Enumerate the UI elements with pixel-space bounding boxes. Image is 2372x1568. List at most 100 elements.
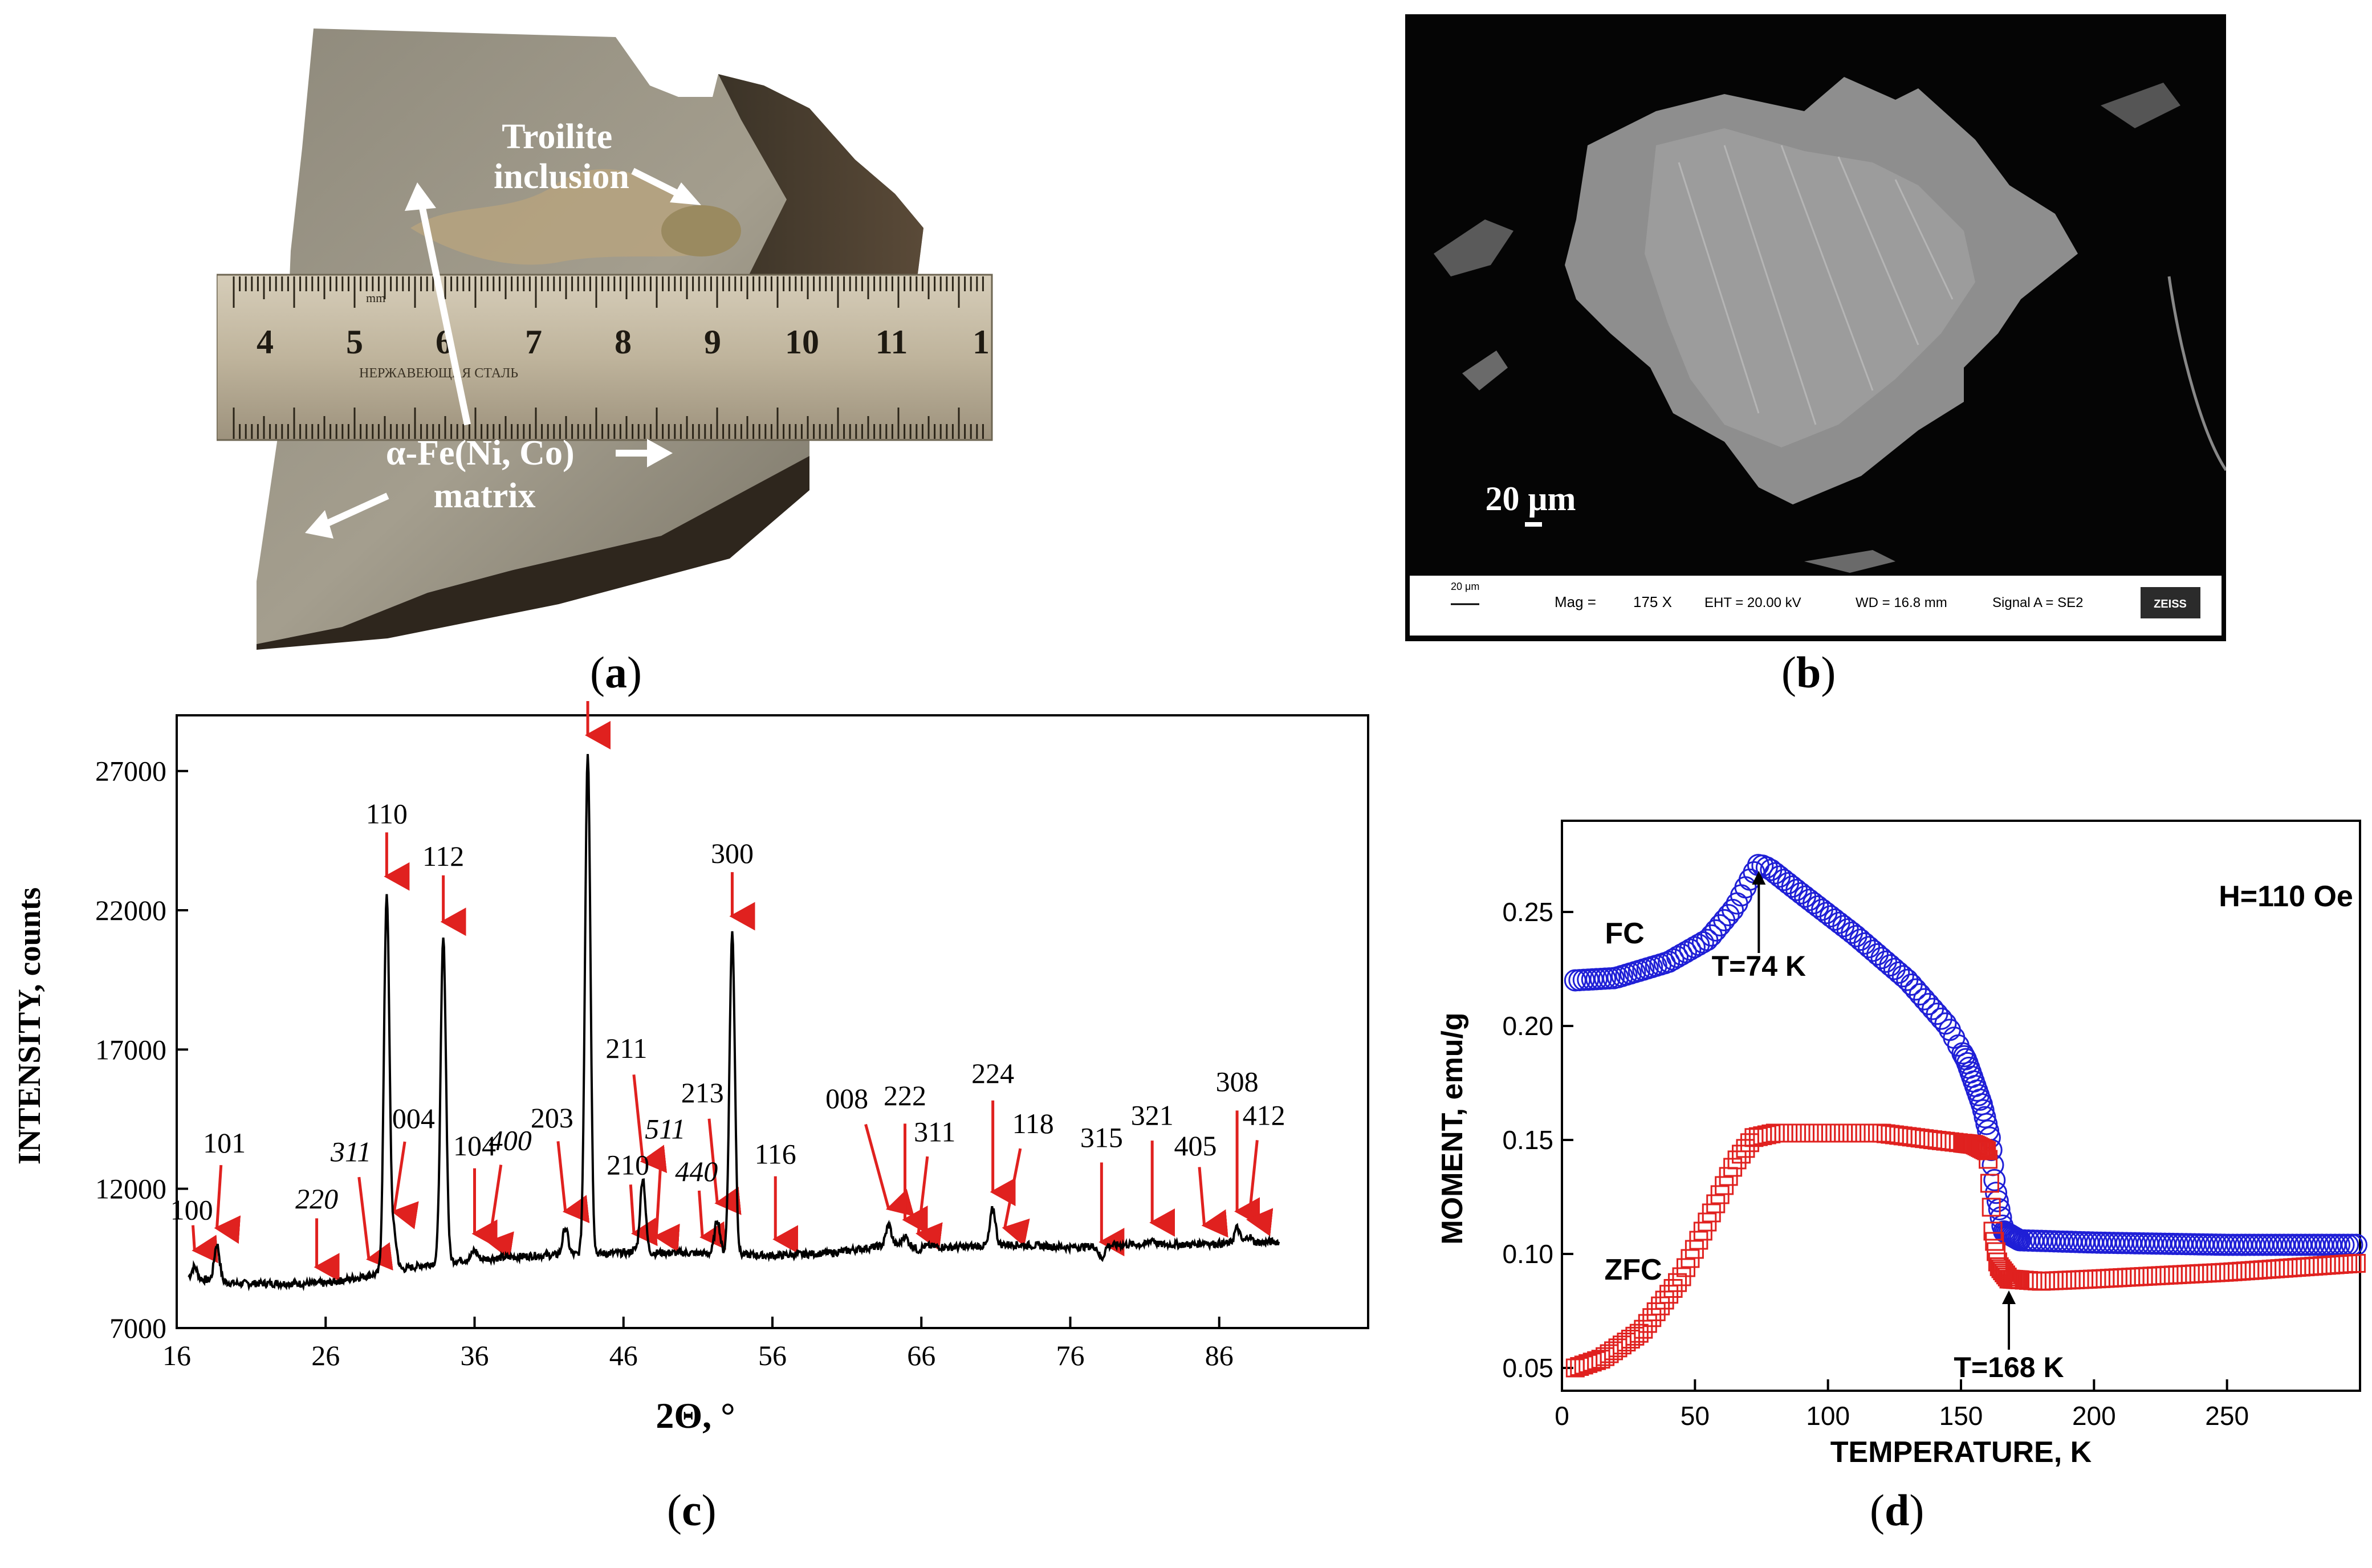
zeiss-logo (2141, 587, 2200, 618)
caption-c-close: ) (701, 1485, 717, 1535)
xrd-peak-label: 300 (711, 837, 754, 869)
panel-d: 0 50 100 150 200 250 0.05 0.10 0.15 0.20 0.25 T=74… (1414, 798, 2372, 1510)
moment-y-axis-label: MOMENT, emu/g (1436, 1012, 1469, 1244)
xrd-y-tick-label: 27000 (95, 755, 166, 787)
matrix-label-line2: matrix (433, 476, 535, 515)
ruler-number: 4 (257, 323, 274, 361)
xrd-peak-arrow (1246, 1140, 1274, 1237)
xrd-y-tick-label: 22000 (95, 894, 166, 926)
caption-d: (d) (1870, 1485, 1924, 1536)
moment-x-tick-label: 50 (1681, 1401, 1710, 1431)
xrd-y-tick-label: 7000 (109, 1312, 166, 1344)
moment-x-tick-label: 250 (2205, 1401, 2249, 1431)
xrd-x-tick-label: 46 (609, 1339, 638, 1371)
moment-x-tick-label: 150 (1939, 1401, 1983, 1431)
fc-point (1849, 928, 1872, 951)
sem-infobar-eht: EHT = 20.00 kV (1704, 595, 1801, 610)
xrd-peak-arrow (1198, 1167, 1228, 1238)
caption-a: (a) (590, 647, 642, 698)
xrd-peak-label: 405 (1174, 1130, 1216, 1162)
xrd-peak-label: 308 (1216, 1066, 1259, 1098)
xrd-peak-arrow (632, 1074, 668, 1174)
fc-point (1862, 939, 1885, 962)
sem-infobar-mag: Mag = (1555, 593, 1596, 610)
fc-point (1691, 931, 1714, 954)
zfc-point (1979, 1150, 1998, 1169)
xrd-x-tick-label: 76 (1056, 1339, 1085, 1371)
ruler-number: 11 (876, 323, 908, 361)
xrd-peak-label: 112 (422, 840, 464, 872)
ruler-engraving: НЕРЖАВЕЮЩАЯ СТАЛЬ (359, 366, 518, 381)
xrd-peak-label: 116 (755, 1138, 796, 1170)
sem-infobar-signal: Signal A = SE2 (1992, 595, 2083, 610)
troilite-arrow (631, 168, 701, 205)
fc-point (1874, 950, 1897, 973)
matrix-arrows (305, 182, 673, 539)
sem-scale-label: 20 μm (1486, 480, 1576, 518)
ruler-number: 10 (785, 323, 819, 361)
xrd-peak-label: 311 (330, 1135, 371, 1167)
xrd-x-tick-label: 66 (907, 1339, 935, 1371)
matrix-label-line1: α-Fe(Ni, Co) (386, 434, 575, 473)
xrd-peak-arrow (629, 1184, 658, 1247)
xrd-x-tick-label: 16 (162, 1339, 191, 1371)
moment-series (1564, 854, 2367, 1378)
xrd-peak-arrow (697, 1190, 726, 1250)
fc-point (1879, 954, 1902, 977)
moment-x-axis-label: TEMPERATURE, K (1830, 1436, 2092, 1469)
troilite-label: Troilite inclusion (494, 117, 629, 196)
fc-point (1983, 1168, 2006, 1191)
caption-b-letter: b (1796, 647, 1821, 697)
xrd-chart: 16 26 36 46 56 66 76 86 7000 12000 17000 22000 27000… (12, 665, 1369, 1436)
moment-y-tick-label: 0.25 (1502, 897, 1553, 927)
transition-label-168k: T=168 K (1954, 1351, 2064, 1383)
xrd-peak-label: 222 (884, 1080, 926, 1111)
xrd-peak-label: 008 (825, 1082, 868, 1114)
ruler-number: 9 (704, 323, 721, 361)
caption-c: (c) (667, 1485, 717, 1536)
xrd-ticks: 16 26 36 46 56 66 76 86 7000 12000 17000 22000 27000 (95, 755, 1234, 1371)
fc-point (1975, 1113, 1998, 1135)
fc-point (1930, 1007, 1952, 1030)
moment-chart: 0 50 100 150 200 250 0.05 0.10 0.15 0.20 0.25 T=74… (1436, 820, 2367, 1469)
xrd-peak-label: 211 (605, 1032, 647, 1064)
xrd-peak-label: 315 (1080, 1121, 1123, 1153)
xrd-peak-label: 100 (170, 1194, 213, 1225)
ruler-numbers: 4 5 6 7 8 9 10 11 1 (257, 323, 990, 361)
moment-annotations: T=74 K T=168 K (1712, 871, 2064, 1383)
caption-d-close: ) (1909, 1485, 1925, 1535)
xrd-peak-arrow (191, 1225, 218, 1264)
fc-point (1858, 936, 1881, 959)
fc-series-label: FC (1605, 917, 1644, 950)
xrd-peak-label: 210 (607, 1149, 649, 1181)
moment-y-tick-label: 0.20 (1502, 1011, 1553, 1041)
xrd-y-tick-label: 12000 (95, 1173, 166, 1205)
ruler-number: 8 (615, 323, 632, 361)
ruler-number: 5 (346, 323, 363, 361)
meteorite-crust-bottom (257, 456, 809, 650)
troilite-inclusion (661, 205, 741, 256)
sem-infobar-wd: WD = 16.8 mm (1856, 595, 1947, 610)
troilite-label-line1: Troilite (502, 117, 612, 156)
transition-arrowhead-168k (2002, 1290, 2016, 1304)
xrd-peak-arrow (357, 1176, 393, 1271)
xrd-y-tick-label: 17000 (95, 1033, 166, 1065)
fc-point (1951, 1042, 1974, 1065)
xrd-pattern-line (188, 754, 1280, 1292)
xrd-peak-arrow (707, 1118, 742, 1215)
caption-b: (b) (1781, 647, 1836, 698)
sem-infobar-mag-value: 175 X (1633, 593, 1672, 610)
xrd-y-axis-label: INTENSITY, counts (12, 887, 47, 1165)
sem-image: 20 μm 20 μm Mag = 175 X EHT = 20.00 kV W… (1405, 14, 2228, 641)
xrd-peak-label: 118 (1012, 1107, 1054, 1139)
xrd-peak-arrow (916, 1156, 943, 1251)
fc-point (1934, 1012, 1957, 1035)
moment-ticks: 0 50 100 150 200 250 0.05 0.10 0.15 0.20 0.25 (1502, 897, 2249, 1431)
caption-b-open: ( (1781, 647, 1796, 697)
fc-point (1883, 958, 1906, 980)
xrd-peak-arrow (214, 1164, 241, 1244)
panel-a: 4 5 6 7 8 9 10 11 1 mm НЕРЖАВЕЮЩАЯ СТАЛЬ Troilit… (215, 11, 1015, 655)
xrd-peak-label: 511 (645, 1113, 685, 1145)
fc-point (1717, 903, 1740, 926)
xrd-peak-label: 400 (489, 1124, 532, 1156)
